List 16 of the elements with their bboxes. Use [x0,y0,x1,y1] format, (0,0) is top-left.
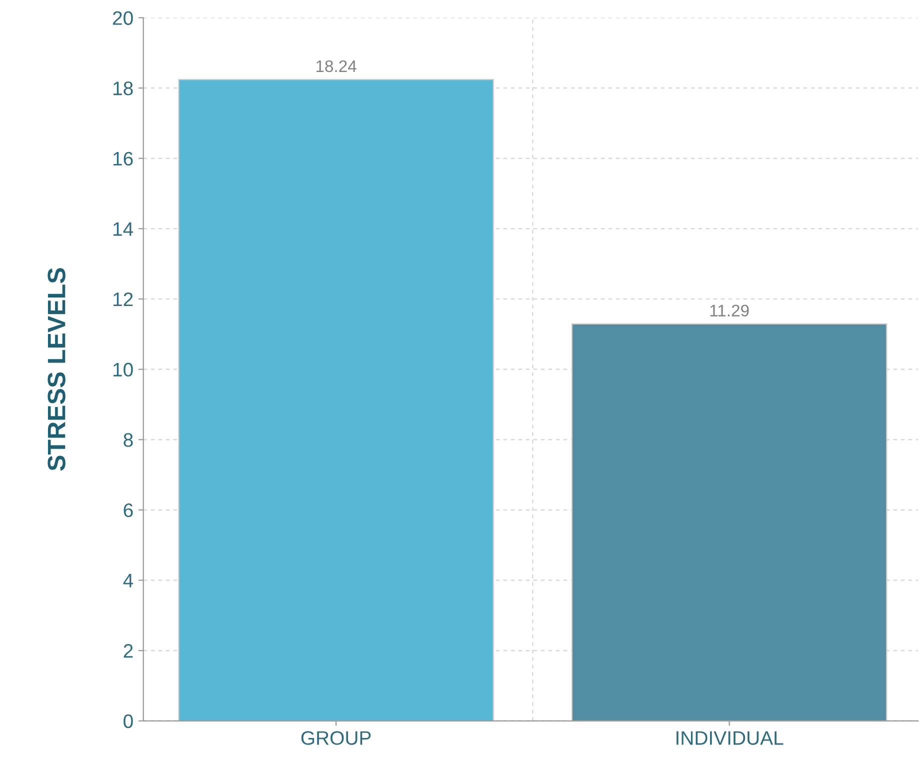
data-label: 11.29 [710,304,749,316]
y-tick-label: 18 [114,82,133,96]
y-tick-label: 0 [124,714,133,728]
y-axis-title: STRESS LEVELS [48,268,66,471]
y-tick-label: 6 [124,503,133,518]
y-tick-label: 14 [114,222,134,236]
y-tick-label: 2 [124,644,133,658]
data-label: 18.24 [316,60,356,72]
y-tick-label: 16 [114,152,133,166]
y-tick-label: 8 [124,433,133,447]
y-tick-label: 12 [114,292,133,306]
x-tick-label: GROUP [301,731,371,745]
y-tick-label: 10 [114,362,133,377]
y-tick-label: 4 [123,574,134,588]
x-tick-label: INDIVIDUAL [676,731,784,745]
y-tick-label: 20 [112,11,133,25]
